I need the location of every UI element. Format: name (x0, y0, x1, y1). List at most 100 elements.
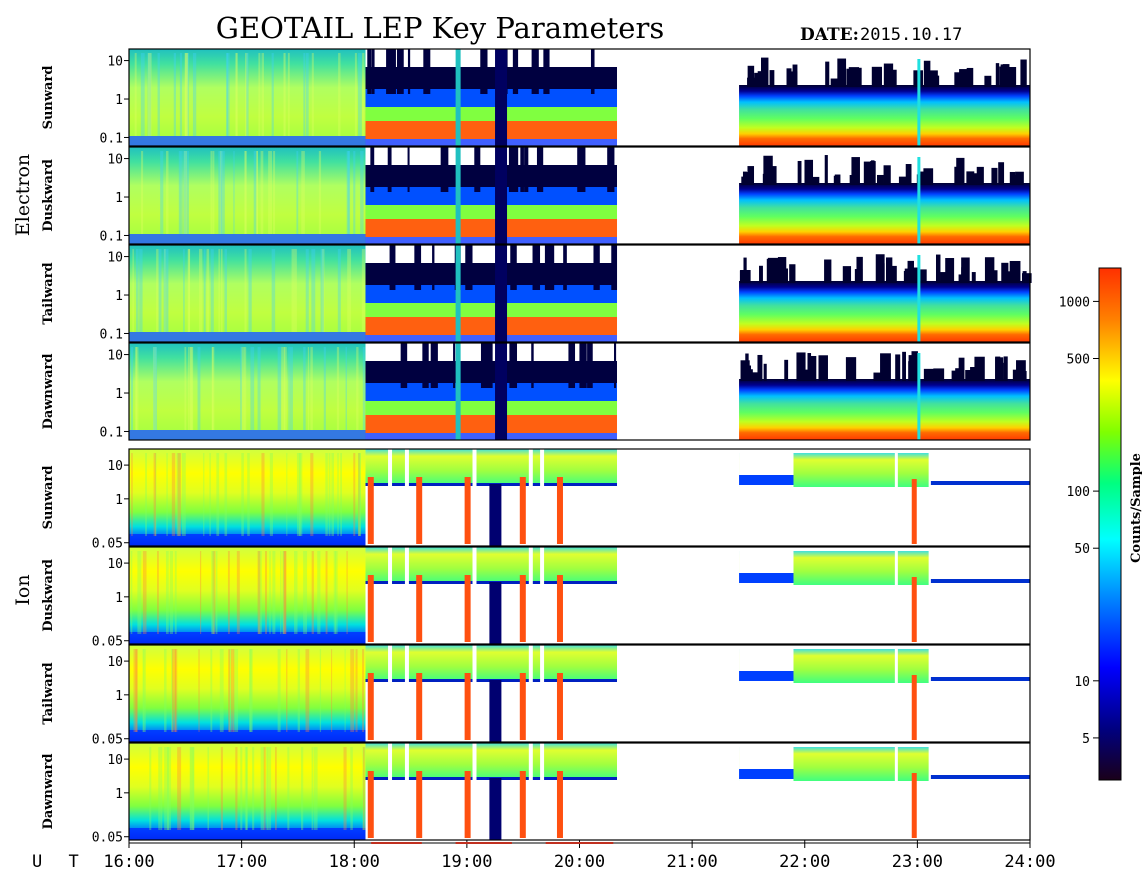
panel-streak (287, 747, 290, 830)
panel-late-white (894, 645, 898, 742)
panel-streak (210, 249, 214, 332)
panel-late-spike (923, 60, 931, 87)
panel-late-spike (1010, 274, 1020, 283)
panel-red-column (367, 673, 374, 740)
panel-dark-ion (489, 680, 502, 742)
panel-streak (134, 53, 137, 136)
panel-streak (179, 151, 183, 234)
panel-green-mid (365, 303, 618, 319)
panel-streak (252, 747, 255, 830)
panel-streak (164, 649, 167, 732)
panel-streak (311, 53, 314, 136)
panel-green-mid (365, 107, 618, 123)
panel-streak (296, 151, 299, 234)
panel-streak (186, 151, 189, 234)
panel-direction-label: Sunward (41, 466, 56, 530)
panel-streak (286, 649, 288, 732)
panel-late-spike (747, 77, 756, 87)
panel-y-tick-label: 0.05 (92, 635, 123, 650)
panel-fill-early (129, 645, 366, 742)
panel-dark-band (495, 49, 508, 146)
panel-late-spike (759, 265, 763, 283)
panel-late-spike (761, 57, 769, 87)
panel-red-column (464, 575, 471, 642)
panel-streak (362, 53, 365, 136)
panel-white-column (404, 743, 409, 840)
panel-late-spike (779, 268, 788, 283)
panel-streak (135, 347, 139, 430)
panel-streak (153, 347, 157, 430)
panel-red-column (519, 575, 526, 642)
panel-streak (219, 151, 222, 234)
panel-streak (340, 453, 342, 536)
panel-hot-mid (365, 645, 618, 681)
panel-spike (485, 343, 493, 388)
panel-streak (169, 551, 173, 634)
panel-fill-early (129, 147, 366, 244)
panel-dark-ion (489, 582, 502, 644)
panel-late-spike (958, 274, 965, 283)
panel-streak (353, 151, 356, 234)
panel-red-column (464, 673, 471, 740)
panel-late-spike (824, 259, 832, 283)
panel-streak (269, 551, 271, 634)
panel-late-spike (1005, 67, 1017, 87)
panel-streak (135, 249, 139, 332)
panel-streak (235, 747, 238, 830)
panel-streak (197, 347, 201, 430)
panel-late-spike (818, 355, 828, 381)
panel-spike (367, 49, 372, 94)
panel-streak (203, 249, 206, 332)
panel-streak (253, 151, 257, 234)
panel-streak (241, 453, 244, 536)
panel-y-tick-label: 1 (115, 689, 123, 704)
panel-electron-sunward: 10 1 0.1 Sunward (41, 48, 1031, 147)
panel-late-spike (786, 68, 792, 87)
panel-streak (257, 347, 261, 430)
panel-streak (157, 53, 160, 136)
panel-streak (199, 551, 202, 634)
panel-late-spike (885, 257, 893, 283)
panel-fill-early (129, 49, 366, 146)
panel-late-spike (851, 157, 860, 185)
panel-streak (221, 151, 225, 234)
panel-streak (244, 747, 248, 830)
panel-streak (307, 347, 310, 430)
panel-streak (311, 747, 314, 830)
panel-cyan-band (455, 49, 461, 146)
panel-late-spike (796, 352, 806, 381)
time-tick-label: 21:00 (667, 852, 718, 872)
panel-late-spike (933, 368, 945, 381)
panel-streak (189, 747, 192, 830)
panel-spike (607, 147, 615, 192)
panel-direction-label: Tailward (41, 262, 56, 324)
panel-streak (350, 747, 353, 830)
panel-hot-mid (365, 449, 618, 485)
panel-late-spike (784, 359, 789, 381)
panel-red-column (464, 477, 471, 544)
panel-streak (297, 649, 300, 732)
panel-streak (143, 649, 145, 732)
panel-hot-mid (365, 547, 618, 583)
panel-spike (453, 343, 456, 388)
panel-late-spike (863, 161, 873, 185)
panel-late-spike (845, 357, 857, 381)
panel-streak (226, 53, 230, 136)
panel-streak (357, 453, 361, 536)
panel-spike (515, 147, 519, 192)
panel-late-white (894, 449, 898, 546)
panel-late-spike (956, 157, 965, 185)
panel-late-cyan (917, 353, 921, 440)
panel-y-tick-label: 0.05 (92, 831, 123, 846)
panel-late-spike (825, 61, 830, 87)
panel-low-edge (129, 632, 366, 644)
panel-streak (305, 249, 309, 332)
panel-base-mid (365, 139, 618, 146)
panel-blue-mid (365, 285, 618, 307)
panel-streak (257, 551, 261, 634)
panel-frame (128, 342, 1031, 441)
panel-streak (343, 747, 347, 830)
panel-spike (432, 245, 435, 290)
panel-white-column (388, 449, 393, 546)
